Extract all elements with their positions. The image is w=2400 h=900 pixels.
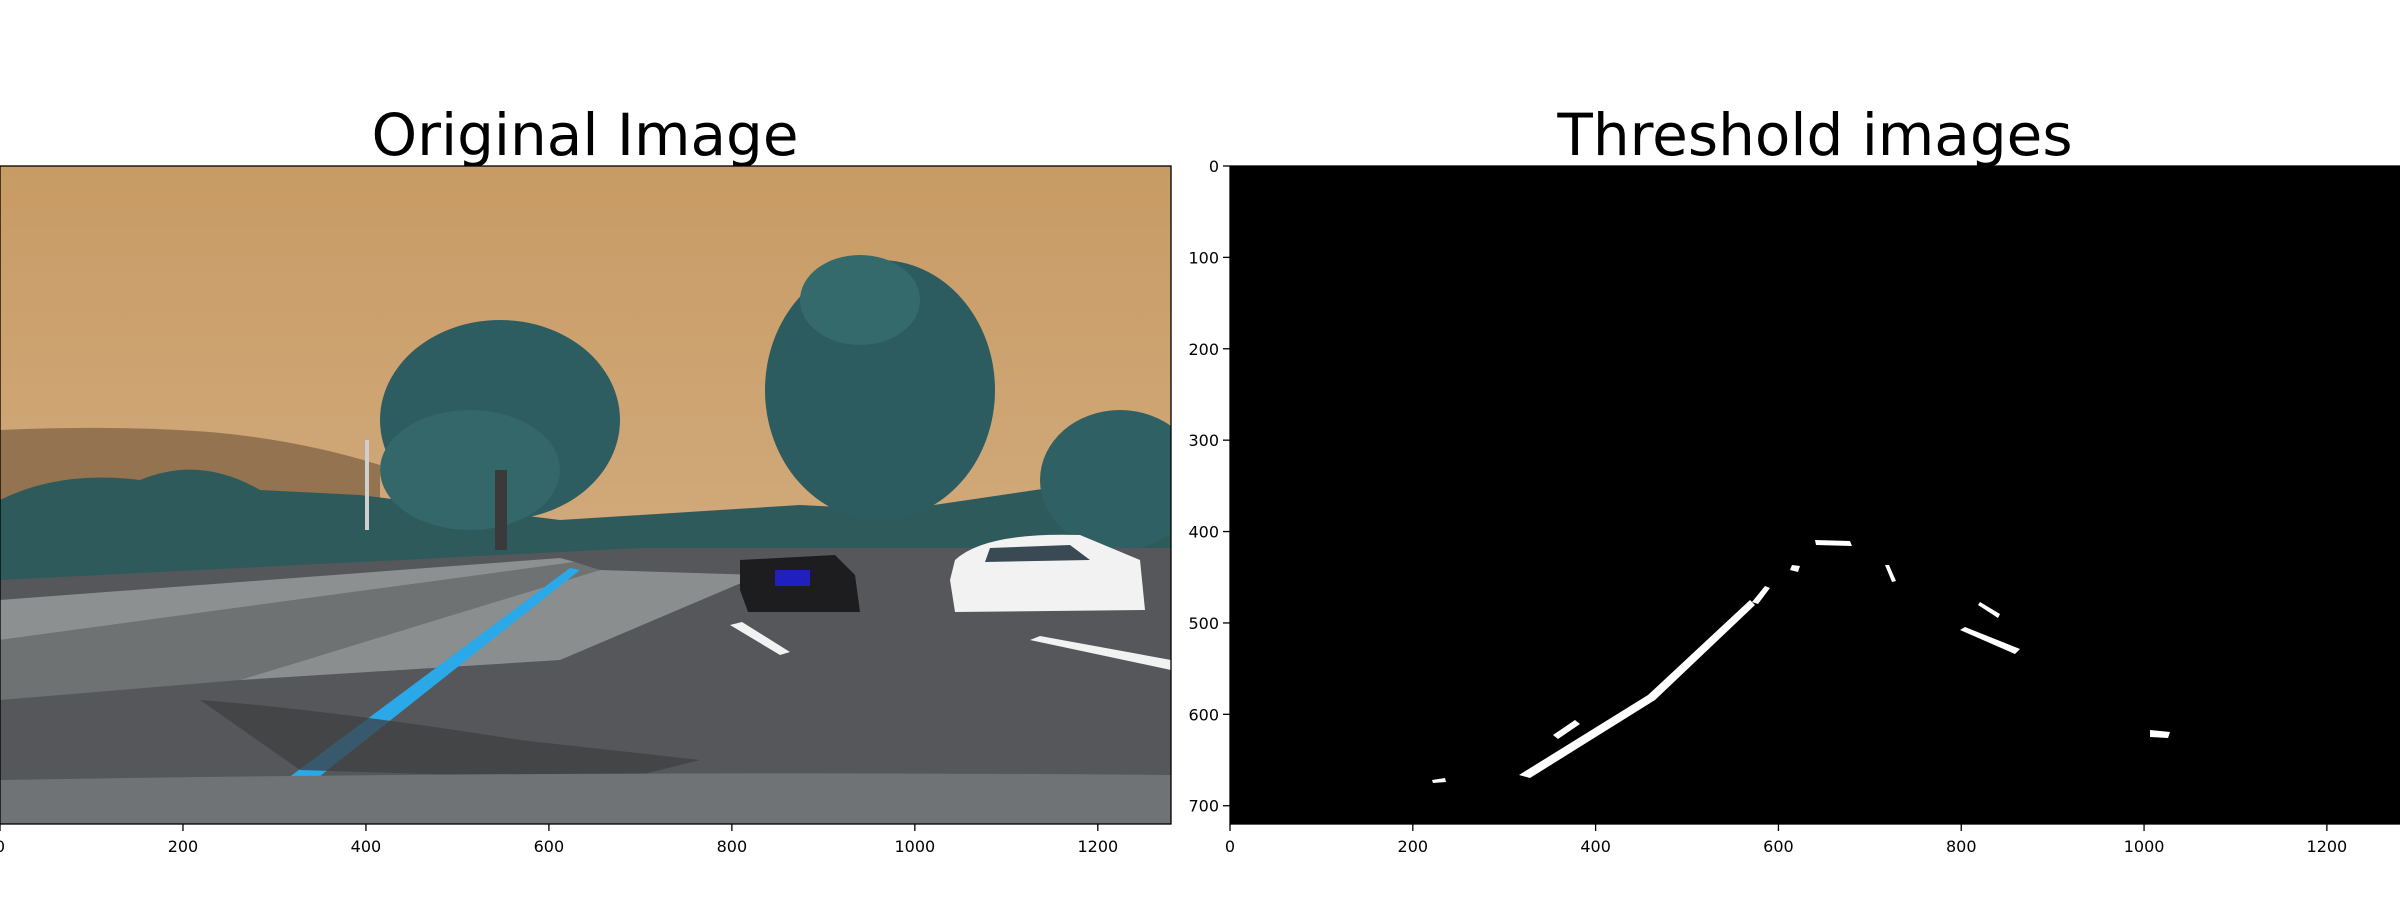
threshold-y-tick-label: 400 xyxy=(1188,523,1219,542)
original-image-panel xyxy=(0,166,1171,824)
original-x-tick-label: 400 xyxy=(351,837,382,856)
original-image-title: Original Image xyxy=(371,101,799,169)
guardrail xyxy=(0,558,575,640)
original-image-frame xyxy=(0,165,1172,825)
threshold-image-title: Threshold images xyxy=(1557,101,2073,169)
hood xyxy=(0,773,1171,824)
original-x-tick-label: 1000 xyxy=(894,837,935,856)
right-lane-detection xyxy=(1960,627,2020,654)
threshold-y-tick-label: 0 xyxy=(1209,157,1219,176)
threshold-y-tick-label: 200 xyxy=(1188,340,1219,359)
threshold-y-tick-label: 100 xyxy=(1188,248,1219,267)
threshold-y-tick-label: 600 xyxy=(1188,705,1219,724)
original-x-tick-label: 600 xyxy=(534,837,565,856)
threshold-y-tick-label: 300 xyxy=(1188,431,1219,450)
threshold-x-tick-label: 200 xyxy=(1398,837,1429,856)
threshold-image-panel xyxy=(1230,166,2400,824)
threshold-y-tick-label: 500 xyxy=(1188,614,1219,633)
right-lane-line xyxy=(1030,636,1171,670)
noise-blob xyxy=(2150,730,2170,738)
threshold-y-tick-label: 700 xyxy=(1188,797,1219,816)
left-lane-detection xyxy=(1519,600,1755,778)
threshold-x-tick-label: 1000 xyxy=(2124,837,2165,856)
threshold-x-tick-label: 600 xyxy=(1763,837,1794,856)
original-x-tick-label: 200 xyxy=(168,837,199,856)
light-pole xyxy=(365,440,369,530)
threshold-x-tick-label: 400 xyxy=(1580,837,1611,856)
threshold-image-frame xyxy=(1229,165,2400,825)
threshold-x-tick-label: 0 xyxy=(1225,837,1235,856)
barrier xyxy=(0,562,600,700)
threshold-x-tick-label: 800 xyxy=(1946,837,1977,856)
original-x-tick-label: 0 xyxy=(0,837,5,856)
lane-dash xyxy=(730,622,790,655)
axis-ticks: 0200400600800100012000200400600800100012… xyxy=(0,157,2347,856)
original-x-tick-label: 1200 xyxy=(1077,837,1118,856)
original-x-tick-label: 800 xyxy=(717,837,748,856)
shadow xyxy=(200,700,700,780)
threshold-background xyxy=(1230,166,2400,824)
threshold-x-tick-label: 1200 xyxy=(2307,837,2348,856)
